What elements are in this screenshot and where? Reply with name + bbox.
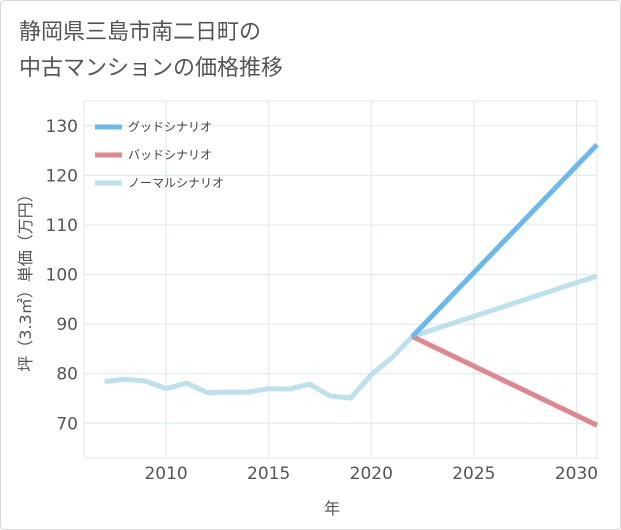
y-axis-title: 坪（3.3㎡）単価（万円） [16,186,35,371]
series-line-0 [410,142,599,339]
y-tick-label: 90 [56,315,78,335]
legend-label: グッドシナリオ [128,120,212,134]
x-axis-title: 年 [324,499,340,518]
legend-label: バッドシナリオ [128,148,212,162]
x-tick-label: 2030 [555,464,598,484]
plot-area [83,100,598,459]
grid-lines [83,100,598,459]
chart-title-line-2: 中古マンションの価格推移 [19,56,284,81]
y-tick-label: 70 [56,414,78,434]
x-tick-label: 2025 [452,464,495,484]
y-tick-label: 120 [46,166,78,186]
y-tick-label: 80 [56,365,78,385]
x-tick-label: 2015 [247,464,290,484]
y-tick-label: 130 [46,117,78,137]
legend-label: ノーマルシナリオ [128,176,224,190]
x-tick-label: 2020 [350,464,393,484]
chart-title-line-1: 静岡県三島市南二日町の [19,20,262,45]
tick-labels: 2010 2015 2020 2025 2030 70 80 90 100 110 120 130 [46,117,599,484]
series-line-2 [104,273,598,401]
chart-title: 静岡県三島市南二日町の 中古マンションの価格推移 [19,15,283,87]
series-lines [104,142,599,428]
y-tick-label: 110 [46,216,78,236]
x-tick-label: 2010 [144,464,187,484]
y-tick-label: 100 [46,266,78,286]
series-line-1 [411,334,599,428]
